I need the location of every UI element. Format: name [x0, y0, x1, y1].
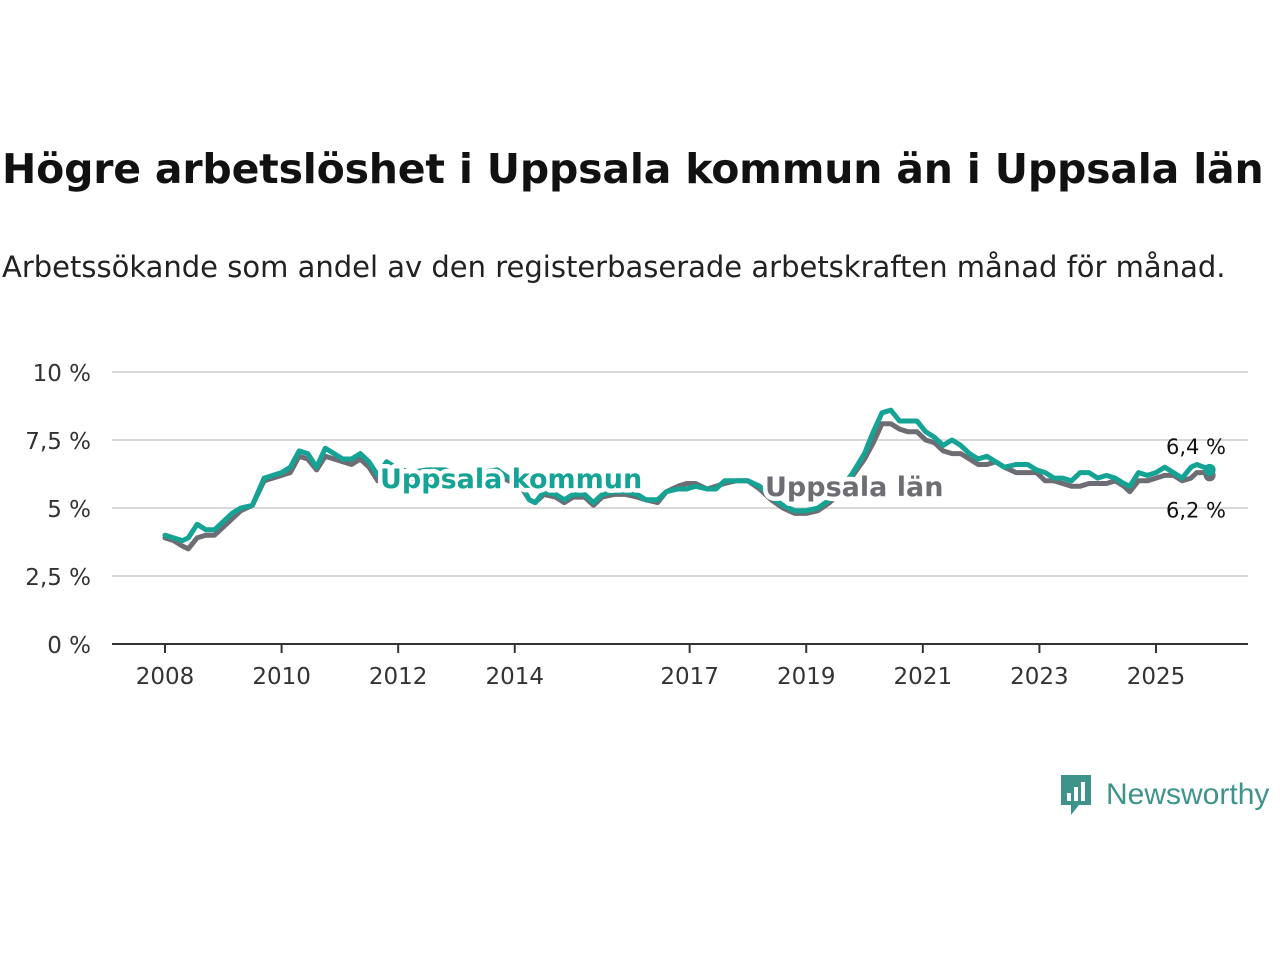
end-value-label-uppsala-lan: 6,2 %: [1166, 498, 1226, 522]
newsworthy-logo: Newsworthy: [1059, 773, 1269, 817]
series-line-uppsala-kommun: [162, 407, 1213, 544]
brand-name: Newsworthy: [1106, 778, 1270, 811]
x-tick-label: 2019: [777, 664, 836, 690]
x-tick-label: 2012: [369, 664, 428, 690]
x-tick-label: 2008: [136, 664, 195, 690]
newsworthy-logo-icon: [1061, 775, 1091, 815]
x-tick-label: 2023: [1010, 664, 1069, 690]
x-tick-label: 2017: [660, 664, 719, 690]
y-tick-label: 2,5 %: [25, 565, 91, 591]
x-tick-label: 2021: [894, 664, 953, 690]
y-tick-label: 0 %: [47, 633, 91, 659]
series-name-label-uppsala-lan: Uppsala län: [765, 472, 943, 503]
y-tick-label: 7,5 %: [25, 429, 91, 455]
x-tick-label: 2010: [252, 664, 311, 690]
y-axis: 0 % 2,5 % 5 % 7,5 % 10 %: [25, 361, 91, 659]
series-name-halo-uppsala-lan: Uppsala län: [765, 472, 943, 503]
x-tick-label: 2025: [1127, 664, 1186, 690]
series-name-halo-uppsala-kommun: Uppsala kommun: [380, 464, 642, 495]
end-point-uppsala-kommun: [1203, 463, 1216, 476]
series-name-label-uppsala-kommun: Uppsala kommun: [380, 464, 642, 495]
y-tick-label: 10 %: [33, 361, 91, 387]
series-lines: [162, 407, 1216, 552]
x-axis: 2008 2010 2012 2014 2017 2019 2021 2023 2025: [136, 644, 1186, 690]
y-tick-label: 5 %: [47, 497, 91, 523]
x-tick-label: 2014: [485, 664, 544, 690]
chart-title: Högre arbetslöshet i Uppsala kommun än i…: [2, 145, 1264, 193]
grid-lines: [112, 371, 1248, 577]
end-value-label-uppsala-kommun: 6,4 %: [1166, 435, 1226, 459]
chart-subtitle: Arbetssökande som andel av den registerb…: [2, 250, 1226, 284]
